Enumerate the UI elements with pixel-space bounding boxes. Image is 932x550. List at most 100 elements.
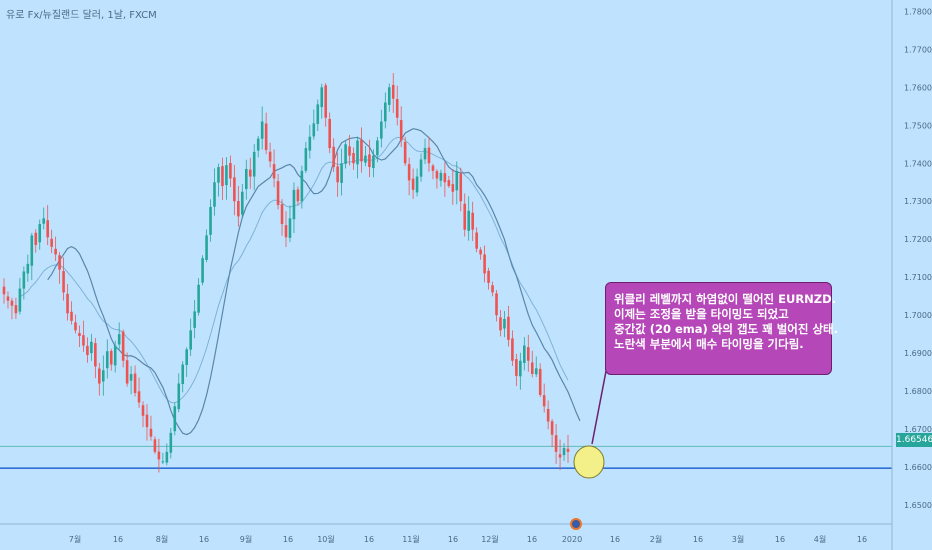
time-tick-label: 2020 <box>562 535 582 544</box>
candle-body <box>419 159 423 177</box>
time-tick-label: 2월 <box>650 534 662 544</box>
candle-body <box>109 350 113 365</box>
price-tick-label: 1.72000 <box>904 235 932 244</box>
candle <box>58 252 61 284</box>
candle <box>336 152 339 197</box>
candle-body <box>268 151 272 162</box>
candle <box>157 438 161 473</box>
candle <box>364 146 367 167</box>
candle-body <box>415 176 419 193</box>
candle <box>42 207 46 230</box>
candle <box>391 73 395 113</box>
candle-body <box>479 249 482 255</box>
candle <box>30 232 34 281</box>
candle-body <box>54 248 57 255</box>
candle-body <box>233 177 236 202</box>
candle-body <box>463 203 467 230</box>
time-tick-label: 3월 <box>732 534 744 544</box>
candle-body <box>209 206 212 235</box>
current-price-label: 1.66546 <box>896 433 932 447</box>
candle <box>117 322 121 350</box>
candle <box>475 227 478 253</box>
candle-body <box>125 360 129 384</box>
candle-body <box>304 148 308 171</box>
candle <box>213 168 216 216</box>
candle-body <box>515 359 518 376</box>
candle-body <box>403 141 407 164</box>
candle <box>137 377 141 408</box>
candle <box>558 439 562 471</box>
candle-body <box>22 271 26 289</box>
candle-body <box>101 370 105 382</box>
candle-body <box>554 435 558 452</box>
candle <box>252 144 256 191</box>
candle <box>46 205 49 246</box>
candle-body <box>387 87 391 105</box>
economic-event-icon[interactable] <box>570 518 582 530</box>
candle-body <box>217 167 220 183</box>
candle <box>538 363 542 397</box>
candle <box>165 443 169 466</box>
candle <box>300 165 304 209</box>
candle <box>217 163 220 197</box>
candle <box>487 267 490 290</box>
candle-body <box>344 144 347 164</box>
candle <box>185 347 189 377</box>
candle-body <box>98 368 101 384</box>
candle <box>288 205 292 243</box>
candle-body <box>411 178 415 190</box>
candle-body <box>169 432 173 453</box>
candle <box>113 340 117 373</box>
candle-body <box>18 288 22 312</box>
candle <box>515 353 518 386</box>
candle-body <box>523 345 526 363</box>
candle <box>133 365 137 397</box>
moving-average-line <box>47 128 581 436</box>
candle-body <box>6 296 10 301</box>
candle-body <box>121 331 125 361</box>
candle <box>352 147 355 170</box>
candle-body <box>324 85 328 118</box>
candle <box>534 356 538 378</box>
time-tick-label: 7월 <box>69 534 81 544</box>
time-tick-label: 8월 <box>156 534 168 544</box>
time-tick-label: 9월 <box>240 534 252 544</box>
candle-body <box>352 153 355 164</box>
callout-line-1: 위클리 레벨까지 하염없이 떨어진 EURNZD. <box>614 292 837 306</box>
price-tick-label: 1.77000 <box>904 45 932 54</box>
candle-body <box>372 155 375 169</box>
buy-zone-highlight-circle <box>573 445 605 479</box>
candle <box>395 85 399 126</box>
candle-body <box>141 405 145 416</box>
candle-body <box>530 362 534 375</box>
analysis-callout[interactable]: 위클리 레벨까지 하염없이 떨어진 EURNZD. 이제는 조정을 받을 타이밍… <box>605 282 838 375</box>
candle-body <box>94 343 97 367</box>
time-tick-label: 16 <box>364 535 374 544</box>
candle <box>229 155 232 187</box>
candle <box>423 138 427 165</box>
candle <box>328 112 331 154</box>
time-tick-label: 11월 <box>402 534 420 544</box>
candle <box>189 318 192 356</box>
candle <box>439 169 443 187</box>
candle-body <box>34 232 38 245</box>
candle <box>193 299 196 339</box>
candle <box>415 168 419 197</box>
candle-body <box>38 224 42 243</box>
candle-body <box>244 168 248 190</box>
candle <box>50 229 53 254</box>
price-tick-label: 1.73000 <box>904 197 932 206</box>
candle-body <box>511 338 514 361</box>
candle-body <box>181 364 185 385</box>
candle-body <box>431 165 435 171</box>
candle-body <box>391 84 395 99</box>
candle <box>38 219 42 250</box>
price-axis: 1.65000 1.66000 1.67000 1.68000 1.69000 1.700… <box>891 0 932 550</box>
candle <box>511 330 514 366</box>
time-tick-label: 16 <box>283 535 293 544</box>
candle <box>332 138 335 173</box>
candle <box>62 257 65 301</box>
callout-pointer <box>591 365 608 445</box>
candle <box>90 333 93 361</box>
